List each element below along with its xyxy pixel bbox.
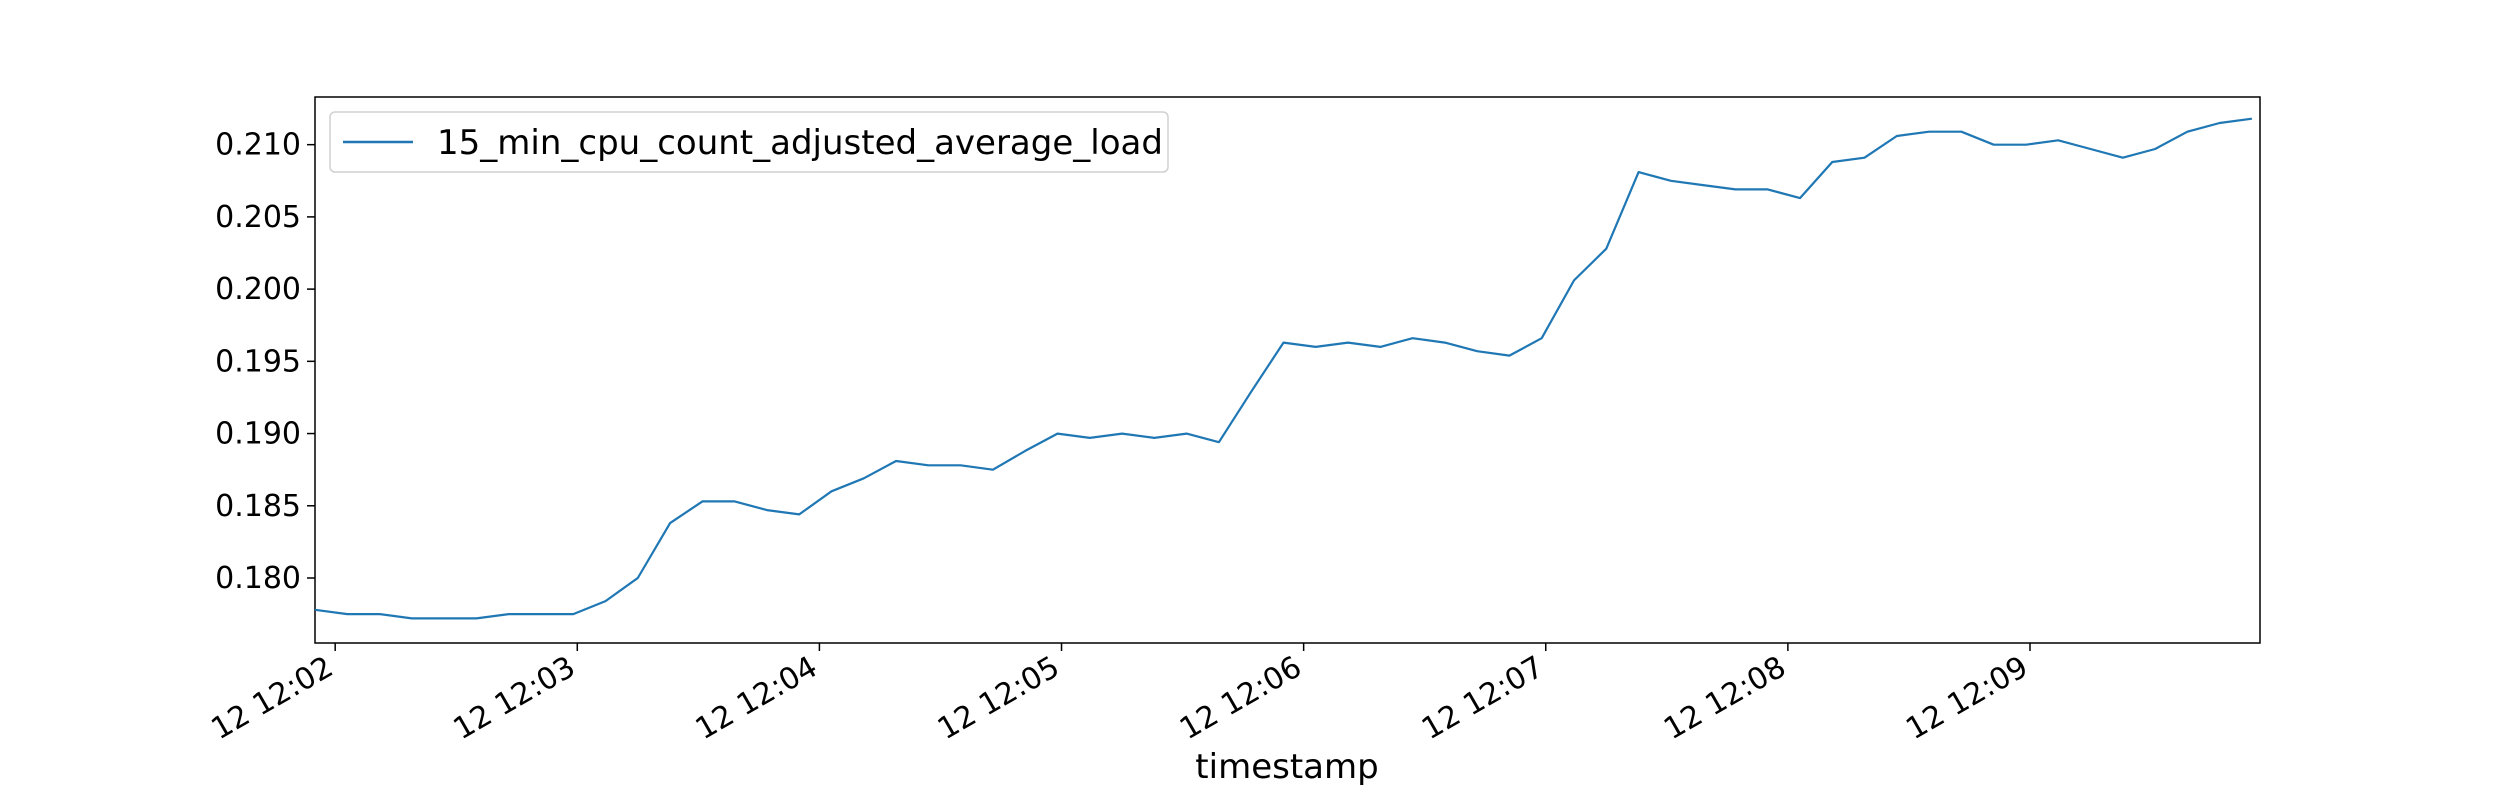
x-tick-label: 12 12:07 xyxy=(1416,650,1550,747)
x-tick-label: 12 12:05 xyxy=(932,650,1066,747)
y-tick-label: 0.185 xyxy=(215,489,301,524)
x-tick-label: 12 12:04 xyxy=(690,650,824,747)
legend-box xyxy=(329,111,1169,173)
x-axis-label: timestamp xyxy=(1195,747,1378,787)
legend: 15_min_cpu_count_adjusted_average_load xyxy=(329,111,1169,173)
y-tick-label: 0.210 xyxy=(215,128,301,163)
y-tick-label: 0.195 xyxy=(215,344,301,379)
x-tick-label: 12 12:06 xyxy=(1174,650,1308,747)
y-tick-label: 0.180 xyxy=(215,561,301,596)
y-axis: 0.180 0.185 0.190 0.195 0.200 0.205 0.210 xyxy=(215,128,315,596)
x-tick-label: 12 12:02 xyxy=(205,650,339,747)
y-tick-label: 0.200 xyxy=(215,272,301,307)
series-layer xyxy=(314,117,2253,620)
x-axis: 12 12:02 12 12:03 12 12:04 12 12:05 12 12:06… xyxy=(205,643,2034,747)
y-tick-label: 0.205 xyxy=(215,200,301,235)
x-tick-label: 12 12:08 xyxy=(1658,650,1792,747)
y-tick-label: 0.190 xyxy=(215,417,301,452)
plot-area xyxy=(314,96,2261,644)
x-tick-label: 12 12:03 xyxy=(448,650,582,747)
series-line xyxy=(314,117,2253,620)
legend-label: 15_min_cpu_count_adjusted_average_load xyxy=(437,123,1163,163)
x-tick-label: 12 12:09 xyxy=(1900,650,2034,747)
